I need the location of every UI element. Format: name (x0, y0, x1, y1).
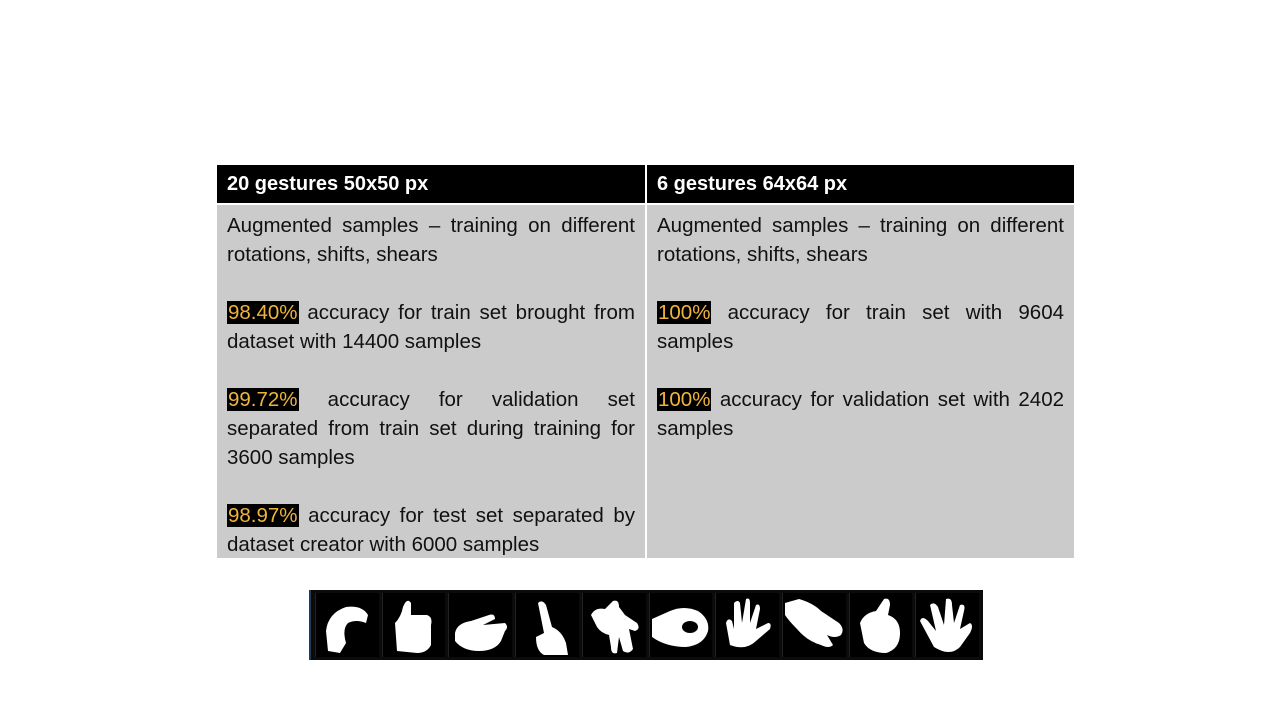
accuracy-text: accuracy for train set brought from data… (227, 301, 635, 353)
column-header-6-gestures: 6 gestures 64x64 px (647, 165, 1074, 203)
accuracy-highlight: 98.40% (227, 301, 299, 324)
accuracy-text: accuracy for validation set separated fr… (227, 388, 635, 469)
hand-curl-icon (315, 593, 379, 657)
hand-open-icon (715, 593, 779, 657)
hand-thumb-up-icon (381, 593, 446, 657)
gesture-samples-strip (309, 590, 983, 660)
validation-accuracy: 99.72% accuracy for validation set separ… (227, 385, 635, 472)
accuracy-text: accuracy for validation set with 2402 sa… (657, 388, 1064, 440)
column-body-20-gestures: Augmented samples – training on differen… (217, 205, 645, 558)
hand-point-icon (448, 593, 513, 657)
test-accuracy: 98.97% accuracy for test set separated b… (227, 501, 635, 559)
augmented-note: Augmented samples – training on differen… (657, 214, 1064, 266)
hand-pinch-icon (781, 593, 846, 657)
accuracy-highlight: 100% (657, 301, 712, 324)
column-header-20-gestures: 20 gestures 50x50 px (217, 165, 645, 203)
hand-thumb-icon (848, 593, 913, 657)
train-accuracy: 98.40% accuracy for train set brought fr… (227, 298, 635, 356)
train-accuracy: 100% accuracy for train set with 9604 sa… (657, 298, 1064, 356)
hand-v-icon (581, 593, 646, 657)
column-body-6-gestures: Augmented samples – training on differen… (647, 205, 1074, 558)
augmented-note: Augmented samples – training on differen… (227, 214, 635, 266)
results-table: 20 gestures 50x50 px 6 gestures 64x64 px… (217, 165, 1074, 558)
accuracy-text: accuracy for train set with 9604 samples (657, 301, 1064, 353)
accuracy-highlight: 99.72% (227, 388, 299, 411)
hand-spread-icon (915, 593, 980, 657)
validation-accuracy: 100% accuracy for validation set with 24… (657, 385, 1064, 443)
hand-ok-icon (648, 593, 713, 657)
hand-finger-icon (515, 593, 579, 657)
accuracy-text: accuracy for test set separated by datas… (227, 504, 635, 556)
accuracy-highlight: 100% (657, 388, 712, 411)
accuracy-highlight: 98.97% (227, 504, 299, 527)
